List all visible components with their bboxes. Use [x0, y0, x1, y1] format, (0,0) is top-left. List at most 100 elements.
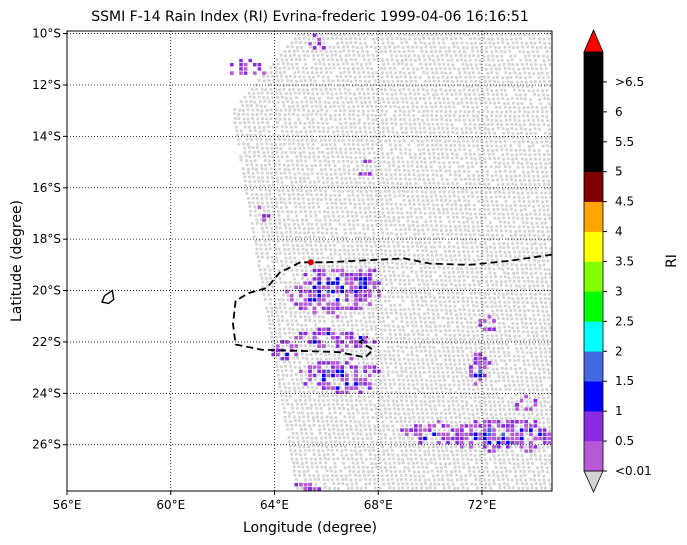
swath-pixel: [268, 268, 272, 272]
swath-pixel: [436, 341, 440, 345]
swath-pixel: [348, 109, 352, 113]
swath-pixel: [302, 176, 306, 180]
swath-pixel: [534, 321, 537, 325]
swath-pixel: [321, 75, 325, 79]
swath-pixel: [390, 122, 394, 125]
swath-pixel: [373, 135, 377, 138]
swath-pixel: [457, 190, 461, 194]
swath-pixel: [278, 357, 282, 360]
swath-pixel: [276, 79, 280, 82]
swath-pixel: [458, 114, 462, 118]
swath-pixel: [422, 366, 425, 370]
swath-pixel: [432, 371, 436, 374]
swath-pixel: [299, 159, 303, 162]
swath-pixel: [429, 379, 433, 382]
swath-pixel: [424, 84, 428, 88]
swath-pixel: [360, 66, 364, 70]
swath-pixel: [359, 130, 362, 134]
swath-pixel: [499, 224, 503, 228]
swath-pixel: [544, 131, 547, 135]
swath-pixel: [299, 315, 302, 318]
swath-pixel: [538, 376, 542, 380]
swath-pixel: [507, 276, 511, 279]
swath-pixel: [421, 249, 425, 253]
swath-pixel: [389, 362, 393, 365]
swath-pixel: [344, 126, 348, 129]
swath-pixel: [361, 109, 365, 113]
swath-pixel: [410, 186, 413, 189]
swath-pixel: [401, 290, 404, 294]
swath-pixel: [440, 177, 444, 181]
swath-pixel: [379, 66, 383, 70]
swath-pixel: [415, 135, 419, 139]
swath-pixel: [293, 227, 297, 230]
swath-pixel: [513, 275, 516, 279]
swath-pixel: [296, 104, 300, 108]
swath-pixel: [478, 212, 482, 216]
swath-pixel: [316, 121, 320, 125]
swath-pixel: [546, 230, 550, 233]
swath-pixel: [287, 327, 291, 331]
swath-pixel: [531, 114, 535, 118]
swath-pixel: [383, 299, 387, 303]
swath-pixel: [293, 151, 297, 155]
swath-pixel: [303, 126, 306, 130]
swath-pixel: [294, 58, 298, 61]
swath-pixel: [280, 315, 284, 318]
swath-pixel: [371, 143, 375, 147]
swath-pixel: [364, 374, 367, 378]
swath-pixel: [531, 170, 534, 173]
swath-pixel: [348, 37, 352, 40]
swath-pixel: [271, 96, 275, 99]
swath-pixel: [364, 130, 367, 134]
swath-pixel: [507, 45, 511, 49]
swath-pixel: [423, 312, 426, 316]
swath-pixel: [383, 66, 387, 70]
swath-pixel: [535, 46, 539, 50]
swath-pixel: [459, 208, 463, 211]
swath-pixel: [528, 284, 532, 288]
swath-pixel: [261, 226, 264, 230]
swath-pixel: [371, 53, 375, 57]
swath-pixel: [318, 130, 321, 133]
swath-pixel: [325, 231, 329, 235]
swath-pixel: [398, 328, 401, 332]
swath-pixel: [335, 261, 339, 264]
swath-pixel: [452, 245, 456, 249]
swath-pixel: [430, 88, 434, 92]
swath-pixel: [448, 165, 452, 169]
swath-pixel: [401, 105, 405, 109]
swath-pixel: [404, 127, 408, 130]
swath-pixel: [272, 268, 276, 272]
swath-pixel: [546, 318, 550, 321]
swath-pixel: [347, 168, 351, 172]
swath-pixel: [498, 250, 502, 253]
swath-pixel: [533, 153, 537, 156]
swath-pixel: [510, 178, 513, 182]
swath-pixel: [268, 189, 271, 192]
swath-pixel: [500, 110, 503, 114]
swath-pixel: [253, 209, 257, 213]
swath-pixel: [295, 298, 299, 301]
swath-pixel: [269, 222, 272, 226]
swath-pixel: [438, 62, 441, 66]
swath-pixel: [469, 182, 472, 185]
swath-pixel: [483, 132, 487, 135]
swath-pixel: [545, 226, 549, 229]
swath-pixel: [531, 67, 534, 70]
swath-pixel: [548, 102, 551, 106]
swath-pixel: [449, 173, 452, 177]
swath-pixel: [352, 143, 355, 146]
swath-pixel: [462, 195, 465, 199]
swath-pixel: [280, 264, 284, 267]
swath-pixel: [430, 253, 434, 257]
swath-pixel: [356, 143, 360, 147]
swath-pixel: [543, 63, 547, 67]
swath-pixel: [466, 270, 469, 274]
swath-pixel: [396, 101, 400, 104]
swath-pixel: [420, 274, 424, 278]
swath-pixel: [530, 162, 533, 165]
swath-pixel: [465, 126, 468, 130]
swath-pixel: [389, 71, 393, 75]
swath-pixel: [338, 33, 342, 36]
